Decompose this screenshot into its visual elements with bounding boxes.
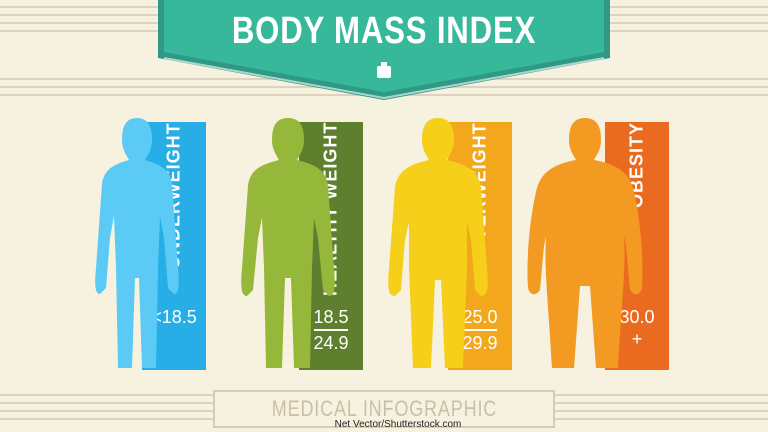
range-max: 24.9 — [313, 333, 349, 353]
banner-shape — [158, 0, 610, 100]
weight-icon — [377, 62, 391, 78]
page-title: BODY MASS INDEX — [231, 10, 537, 52]
range-value: <18.5 — [151, 307, 197, 327]
range-min: 18.5 — [313, 307, 349, 327]
range-min: 30.0 — [619, 307, 655, 327]
range-text: 30.0 + — [605, 306, 669, 350]
image-credit: Net Vector/Shutterstock.com — [334, 419, 462, 430]
title-banner: BODY MASS INDEX — [0, 0, 768, 110]
range-plus: + — [631, 329, 643, 349]
footer-label: MEDICAL INFOGRAPHIC — [271, 396, 497, 421]
range-text: 25.0 29.9 — [448, 306, 512, 354]
range-divider — [314, 329, 348, 331]
footer-label-box: MEDICAL INFOGRAPHIC — [213, 390, 555, 428]
banner-fill — [164, 0, 604, 92]
footer-banner: MEDICAL INFOGRAPHIC — [0, 386, 768, 428]
range-text: 18.5 24.9 — [299, 306, 363, 354]
range-min: 25.0 — [462, 307, 498, 327]
range-text: <18.5 — [142, 306, 206, 328]
range-divider — [463, 329, 497, 331]
range-max: 29.9 — [462, 333, 498, 353]
